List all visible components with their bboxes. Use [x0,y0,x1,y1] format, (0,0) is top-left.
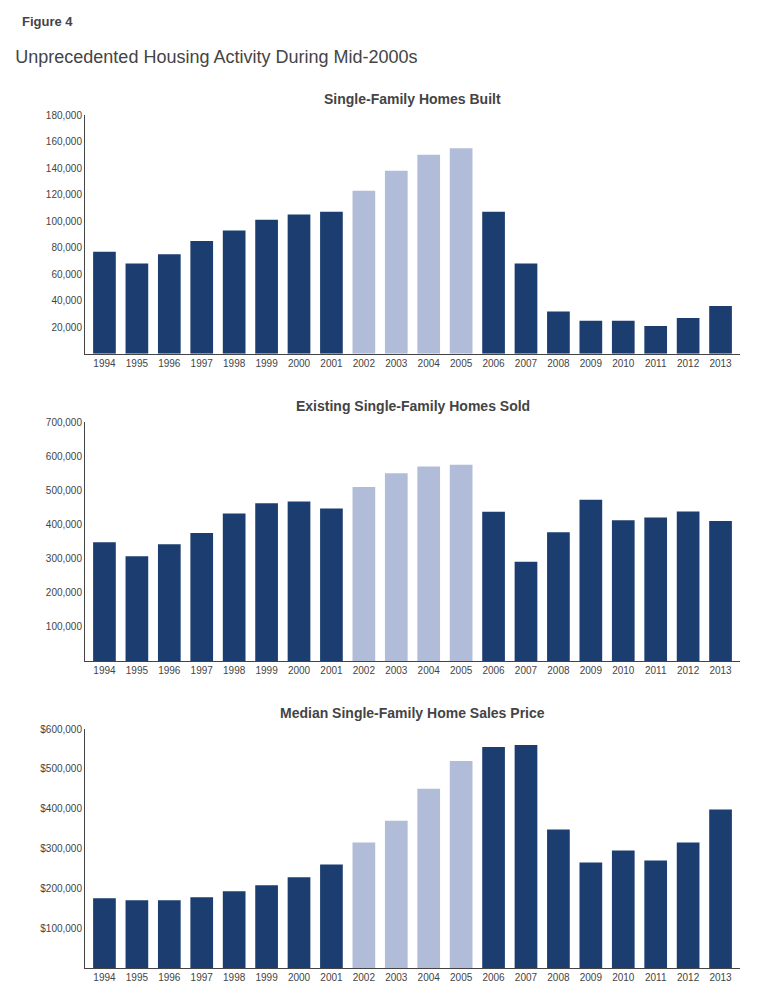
svg-text:2005: 2005 [450,665,473,676]
svg-text:160,000: 160,000 [46,136,83,147]
svg-text:1995: 1995 [126,972,149,983]
svg-text:1995: 1995 [126,358,149,369]
svg-text:2004: 2004 [418,665,441,676]
svg-text:2005: 2005 [450,972,473,983]
svg-text:1999: 1999 [255,358,278,369]
svg-text:2012: 2012 [677,972,700,983]
svg-text:2001: 2001 [320,972,343,983]
svg-text:2008: 2008 [547,358,570,369]
svg-text:$500,000: $500,000 [40,763,82,774]
svg-text:$100,000: $100,000 [40,923,82,934]
svg-text:1994: 1994 [93,665,116,676]
svg-text:2004: 2004 [418,358,441,369]
svg-text:2013: 2013 [709,665,732,676]
svg-text:2011: 2011 [645,665,667,676]
svg-text:2009: 2009 [580,665,603,676]
svg-text:1994: 1994 [93,358,116,369]
svg-text:2011: 2011 [645,358,667,369]
svg-text:2000: 2000 [288,665,311,676]
svg-text:2003: 2003 [385,972,408,983]
svg-text:$400,000: $400,000 [40,803,82,814]
svg-text:200,000: 200,000 [46,587,83,598]
svg-text:1996: 1996 [158,358,181,369]
svg-text:1999: 1999 [255,665,278,676]
svg-text:1994: 1994 [93,972,116,983]
svg-text:1998: 1998 [223,358,246,369]
svg-text:Median Single-Family Home Sale: Median Single-Family Home Sales Price [280,705,545,721]
svg-text:700,000: 700,000 [46,417,83,428]
svg-text:2003: 2003 [385,358,408,369]
svg-text:2009: 2009 [580,358,603,369]
svg-text:400,000: 400,000 [46,519,83,530]
svg-text:2010: 2010 [612,972,635,983]
svg-text:Figure 4: Figure 4 [22,14,73,29]
svg-text:1998: 1998 [223,665,246,676]
svg-text:1997: 1997 [191,972,214,983]
svg-text:$600,000: $600,000 [40,724,82,735]
svg-text:2006: 2006 [482,358,505,369]
svg-text:$300,000: $300,000 [40,843,82,854]
svg-text:60,000: 60,000 [51,269,82,280]
svg-text:2003: 2003 [385,665,408,676]
svg-text:2006: 2006 [482,665,505,676]
svg-text:2002: 2002 [353,358,376,369]
svg-text:140,000: 140,000 [46,163,83,174]
svg-text:2010: 2010 [612,665,635,676]
svg-text:80,000: 80,000 [51,242,82,253]
svg-text:2008: 2008 [547,972,570,983]
svg-text:Single-Family Homes Built: Single-Family Homes Built [324,91,501,107]
svg-text:100,000: 100,000 [46,216,83,227]
svg-text:2002: 2002 [353,665,376,676]
svg-text:2008: 2008 [547,665,570,676]
svg-text:2012: 2012 [677,665,700,676]
svg-text:2004: 2004 [418,972,441,983]
svg-text:2005: 2005 [450,358,473,369]
svg-text:2010: 2010 [612,358,635,369]
svg-text:2007: 2007 [515,665,538,676]
svg-text:2007: 2007 [515,972,538,983]
svg-text:2000: 2000 [288,358,311,369]
svg-text:2012: 2012 [677,358,700,369]
svg-text:1995: 1995 [126,665,149,676]
svg-text:Existing Single-Family Homes S: Existing Single-Family Homes Sold [296,398,530,414]
svg-text:500,000: 500,000 [46,485,83,496]
svg-text:120,000: 120,000 [46,189,83,200]
svg-text:1996: 1996 [158,972,181,983]
svg-text:40,000: 40,000 [51,295,82,306]
svg-text:100,000: 100,000 [46,621,83,632]
svg-text:2009: 2009 [580,972,603,983]
svg-text:1997: 1997 [191,665,214,676]
svg-text:1998: 1998 [223,972,246,983]
svg-text:2013: 2013 [709,972,732,983]
svg-text:$200,000: $200,000 [40,883,82,894]
svg-text:180,000: 180,000 [46,110,83,121]
svg-text:300,000: 300,000 [46,553,83,564]
svg-text:Unprecedented Housing Activity: Unprecedented Housing Activity During Mi… [15,47,417,67]
svg-text:1999: 1999 [255,972,278,983]
svg-text:2006: 2006 [482,972,505,983]
svg-text:2000: 2000 [288,972,311,983]
svg-text:2011: 2011 [645,972,667,983]
svg-text:1996: 1996 [158,665,181,676]
svg-text:2001: 2001 [320,665,343,676]
svg-text:600,000: 600,000 [46,451,83,462]
svg-text:1997: 1997 [191,358,214,369]
svg-text:20,000: 20,000 [51,322,82,333]
svg-text:2002: 2002 [353,972,376,983]
svg-text:2001: 2001 [320,358,343,369]
svg-text:2013: 2013 [709,358,732,369]
svg-text:2007: 2007 [515,358,538,369]
